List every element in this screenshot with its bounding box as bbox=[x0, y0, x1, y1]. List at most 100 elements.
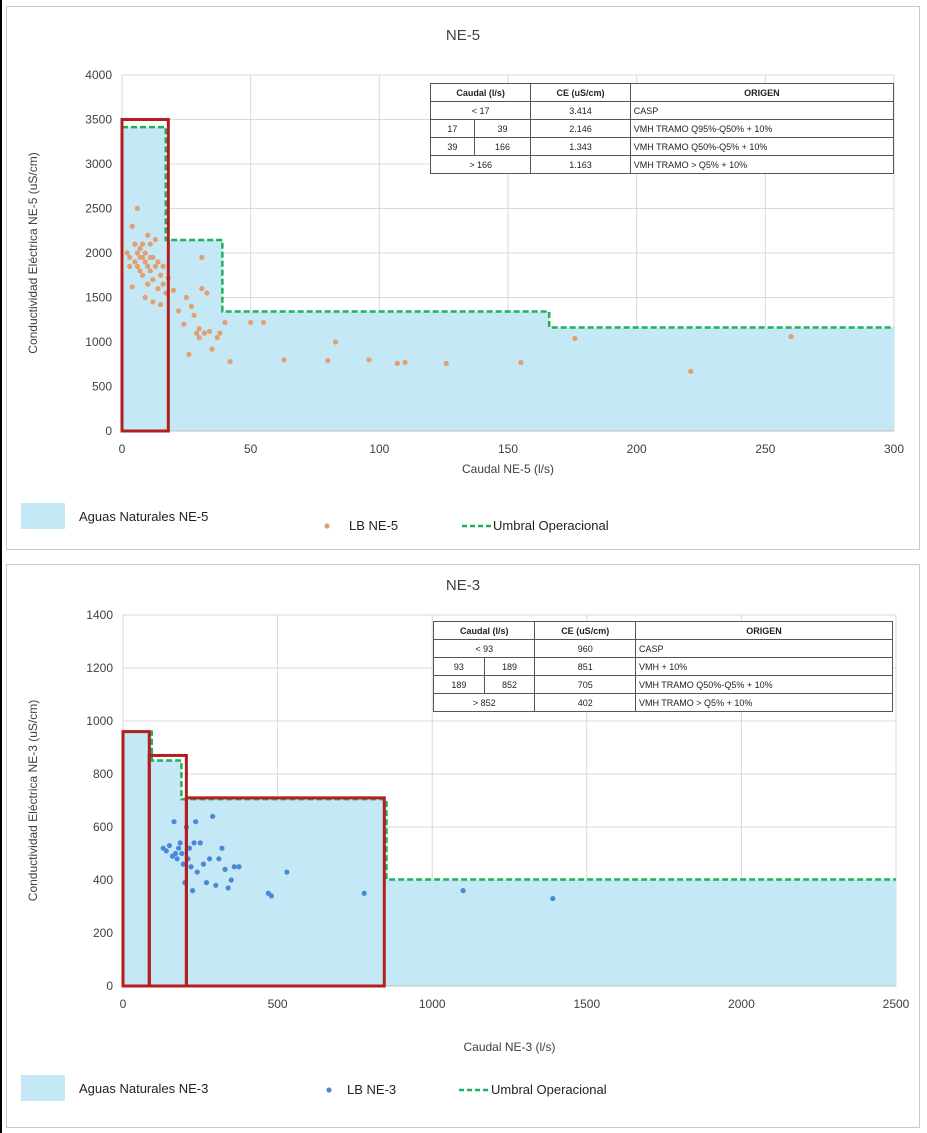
y-tick-label: 4000 bbox=[85, 68, 112, 82]
data-point bbox=[142, 250, 148, 256]
table-cell-ce: 851 bbox=[534, 657, 636, 676]
data-point bbox=[181, 321, 187, 327]
data-point bbox=[186, 845, 193, 851]
data-point bbox=[550, 895, 556, 902]
table-header-origen: ORIGEN bbox=[629, 83, 895, 102]
data-point bbox=[124, 250, 130, 256]
data-point bbox=[204, 290, 210, 296]
x-tick-label: 300 bbox=[884, 442, 904, 456]
legend-area-swatch bbox=[21, 1075, 65, 1101]
data-point bbox=[217, 330, 223, 336]
x-tick-label: 1000 bbox=[419, 997, 446, 1011]
data-point bbox=[236, 864, 242, 870]
data-point bbox=[518, 359, 524, 366]
data-point bbox=[176, 308, 182, 314]
data-point bbox=[145, 281, 151, 287]
data-point bbox=[199, 286, 205, 292]
data-point bbox=[188, 303, 195, 309]
data-point bbox=[158, 302, 164, 308]
table-row: 39 166 1.343 VMH TRAMO Q50%-Q5% + 10% bbox=[430, 137, 895, 156]
data-point bbox=[228, 877, 234, 883]
table-cell-caudal-from: 189 bbox=[433, 675, 485, 694]
table-cell-caudal-to: 852 bbox=[483, 675, 536, 694]
legend-area-label: Aguas Naturales NE-3 bbox=[79, 1081, 209, 1096]
y-tick-label: 1200 bbox=[86, 661, 113, 675]
data-point bbox=[132, 241, 138, 247]
data-point bbox=[176, 845, 182, 851]
data-point bbox=[142, 259, 148, 265]
data-point bbox=[152, 237, 159, 243]
x-tick-label: 1500 bbox=[573, 997, 600, 1011]
table-cell-caudal: > 852 bbox=[432, 693, 536, 712]
legend-points-label: LB NE-5 bbox=[349, 518, 399, 533]
data-point bbox=[166, 842, 172, 849]
data-point bbox=[179, 850, 185, 857]
y-axis-title: Conductividad Eléctrica NE-5 (uS/cm) bbox=[26, 152, 40, 353]
data-point bbox=[150, 277, 156, 283]
legend-area-label: Aguas Naturales NE-5 bbox=[79, 509, 209, 524]
data-point bbox=[191, 840, 197, 846]
data-point bbox=[197, 840, 203, 846]
x-tick-label: 250 bbox=[755, 442, 775, 456]
legend-threshold-label: Umbral Operacional bbox=[491, 1082, 607, 1097]
data-point bbox=[225, 885, 231, 891]
threshold-table-ne3: Caudal (l/s) CE (uS/cm) ORIGEN < 93 960 … bbox=[432, 621, 894, 712]
data-point bbox=[155, 286, 161, 292]
data-point bbox=[284, 869, 290, 875]
data-point bbox=[147, 268, 153, 274]
data-point bbox=[155, 259, 161, 265]
data-point bbox=[194, 869, 200, 875]
data-point bbox=[127, 254, 133, 261]
highlight-box bbox=[184, 796, 386, 988]
data-point bbox=[132, 259, 138, 265]
table-cell-origen: CASP bbox=[629, 101, 895, 120]
chart-panel-ne3: NE-3 0 200 400 600 800 1000 1200 1400 0 500 1000 15… bbox=[6, 564, 920, 1128]
table-header-caudal: Caudal (l/s) bbox=[429, 83, 532, 102]
y-tick-label: 800 bbox=[93, 767, 113, 781]
data-point bbox=[206, 328, 213, 334]
data-point bbox=[788, 334, 794, 340]
table-cell-caudal: > 166 bbox=[429, 155, 532, 174]
data-point bbox=[150, 254, 156, 261]
data-point bbox=[213, 882, 219, 888]
table-cell-ce: 2.146 bbox=[530, 119, 631, 138]
natural-waters-area bbox=[123, 731, 896, 986]
table-header-ce: CE (uS/cm) bbox=[534, 621, 636, 640]
table-header-origen: ORIGEN bbox=[634, 621, 894, 640]
y-tick-label: 1000 bbox=[86, 714, 113, 728]
table-cell-ce: 1.343 bbox=[530, 137, 631, 156]
legend-points-label: LB NE-3 bbox=[347, 1082, 397, 1097]
y-tick-label: 500 bbox=[92, 380, 112, 394]
y-tick-label: 400 bbox=[93, 873, 113, 887]
data-point bbox=[394, 360, 400, 366]
data-point bbox=[325, 358, 331, 364]
data-point bbox=[460, 888, 466, 894]
table-cell-caudal-from: 17 bbox=[430, 119, 475, 138]
data-point bbox=[201, 330, 207, 336]
table-cell-ce: 402 bbox=[534, 693, 636, 712]
data-point bbox=[170, 287, 177, 293]
data-point bbox=[134, 205, 141, 212]
data-point bbox=[206, 856, 213, 862]
data-point bbox=[222, 866, 228, 872]
table-cell-ce: 705 bbox=[534, 675, 636, 694]
table-cell-origen: VMH TRAMO > Q5% + 10% bbox=[634, 693, 894, 712]
data-point bbox=[145, 263, 151, 269]
x-tick-label: 0 bbox=[120, 997, 127, 1011]
data-point bbox=[281, 357, 287, 363]
table-cell-caudal: < 93 bbox=[432, 639, 536, 658]
data-point bbox=[209, 346, 215, 352]
data-point bbox=[332, 339, 339, 345]
x-tick-label: 0 bbox=[119, 442, 126, 456]
data-point bbox=[210, 813, 216, 819]
data-point bbox=[152, 263, 159, 269]
y-axis-title: Conductividad Eléctrica NE-3 (uS/cm) bbox=[26, 700, 40, 901]
y-tick-label: 0 bbox=[105, 424, 112, 438]
x-tick-label: 200 bbox=[627, 442, 647, 456]
x-tick-label: 50 bbox=[244, 442, 258, 456]
table-cell-origen: VMH TRAMO > Q5% + 10% bbox=[629, 155, 895, 174]
table-cell-origen: VMH + 10% bbox=[634, 657, 894, 676]
y-tick-label: 1500 bbox=[85, 291, 112, 305]
x-tick-label: 2500 bbox=[883, 997, 910, 1011]
data-point bbox=[196, 334, 202, 341]
